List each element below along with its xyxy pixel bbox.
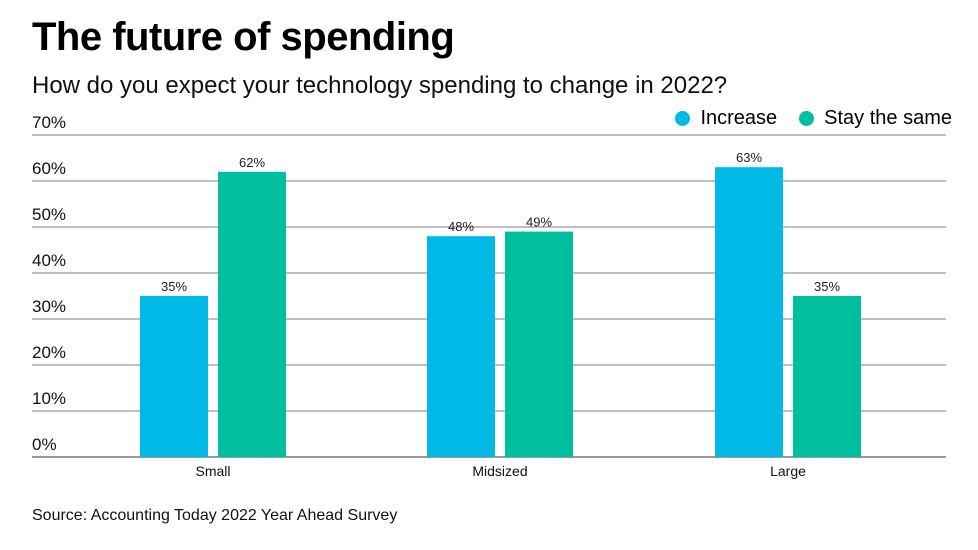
- bar-increase-midsized: [427, 236, 495, 457]
- y-tick-label: 70%: [32, 113, 66, 132]
- legend-label-stay-the-same: Stay the same: [824, 107, 952, 129]
- y-tick-label: 0%: [32, 435, 57, 454]
- bar-increase-large: [715, 167, 783, 457]
- data-label: 63%: [736, 150, 762, 165]
- chart-subtitle: How do you expect your technology spendi…: [32, 72, 728, 99]
- legend-swatch-stay-the-same: [799, 110, 815, 126]
- y-tick-label: 60%: [32, 159, 66, 178]
- y-tick-label: 30%: [32, 297, 66, 316]
- y-tick-label: 50%: [32, 205, 66, 224]
- legend-swatch-increase: [675, 110, 691, 126]
- data-label: 48%: [448, 219, 474, 234]
- bar-stay-the-same-large: [793, 296, 861, 457]
- chart-title: The future of spending: [32, 15, 455, 59]
- legend-label-increase: Increase: [700, 107, 778, 129]
- data-label: 62%: [239, 155, 265, 170]
- x-tick-label: Small: [195, 463, 230, 479]
- legend-item-increase: Increase: [675, 104, 777, 132]
- y-tick-label: 20%: [32, 343, 66, 362]
- x-tick-label: Large: [770, 463, 806, 479]
- legend-item-stay-the-same: Stay the same: [799, 104, 952, 132]
- data-label: 35%: [161, 279, 187, 294]
- y-tick-label: 10%: [32, 389, 66, 408]
- data-label: 49%: [526, 215, 552, 230]
- chart-legend: Increase Stay the same: [653, 104, 952, 132]
- x-tick-label: Midsized: [472, 463, 527, 479]
- data-label: 35%: [814, 279, 840, 294]
- y-tick-label: 40%: [32, 251, 66, 270]
- chart-source: Source: Accounting Today 2022 Year Ahead…: [32, 507, 398, 524]
- bar-stay-the-same-small: [218, 171, 286, 458]
- bar-increase-small: [140, 296, 208, 457]
- bar-stay-the-same-midsized: [505, 231, 573, 457]
